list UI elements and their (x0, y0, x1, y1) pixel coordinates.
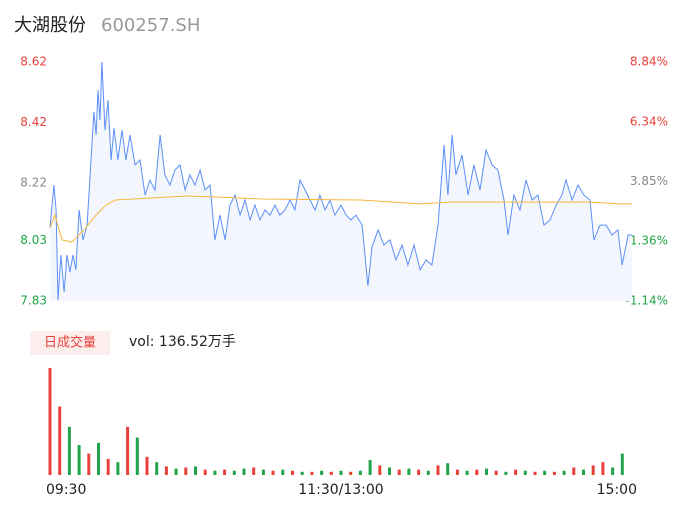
y-tick-label: 8.62 (20, 55, 47, 69)
y2-tick-label: -1.14% (626, 294, 668, 308)
stock-code: 600257.SH (101, 15, 200, 36)
volume-bar (126, 426, 130, 475)
volume-bar (601, 462, 605, 475)
volume-bar (572, 467, 576, 475)
volume-bar (436, 465, 440, 475)
volume-bar (485, 468, 488, 475)
volume-bar (620, 453, 624, 475)
y-tick-label: 7.83 (20, 294, 47, 308)
y2-tick-label: 6.34% (630, 114, 668, 128)
x-tick-label: 11:30/13:00 (298, 482, 383, 498)
volume-bar (426, 470, 430, 475)
volume-bar (261, 469, 265, 475)
y2-tick-label: 3.85% (630, 174, 668, 188)
price-line (49, 61, 632, 301)
volume-bar (562, 470, 566, 475)
volume-bar (213, 470, 217, 475)
volume-bar (397, 469, 401, 475)
volume-bar (67, 426, 71, 475)
volume-label-bg (30, 331, 110, 355)
x-tick-label: 09:30 (46, 482, 86, 498)
volume-bar (417, 469, 421, 475)
volume-bar (116, 462, 120, 475)
volume-bar (407, 468, 411, 475)
volume-bar (48, 368, 52, 475)
volume-bar (164, 466, 168, 475)
volume-bar (339, 470, 343, 475)
volume-bar (475, 469, 479, 475)
average-line (49, 195, 632, 243)
volume-bar (533, 471, 537, 475)
volume-bar (291, 470, 294, 475)
volume-bar (494, 470, 498, 475)
volume-bar (87, 453, 91, 475)
stock-name: 大湖股份 (14, 15, 86, 36)
volume-bar (135, 437, 139, 475)
volume-bar (455, 469, 459, 475)
volume-bar (97, 442, 100, 475)
x-tick-label: 15:00 (597, 482, 637, 498)
volume-bar (388, 467, 391, 475)
volume-bar (155, 462, 159, 475)
volume-bar (271, 470, 275, 475)
volume-bar (582, 469, 585, 475)
volume-bar (446, 463, 450, 475)
volume-bar (174, 468, 178, 475)
volume-bar (329, 471, 333, 475)
y-tick-label: 8.22 (20, 176, 47, 190)
volume-bar (358, 470, 362, 475)
volume-bar (552, 471, 556, 475)
volume-bar (543, 470, 547, 475)
volume-bar (281, 469, 285, 475)
volume-bar (591, 465, 595, 475)
y-tick-label: 8.03 (20, 233, 47, 247)
volume-bar (611, 467, 615, 475)
volume-bar (77, 445, 81, 475)
volume-bar (514, 469, 518, 475)
volume-bar (223, 469, 227, 475)
volume-bar (252, 467, 256, 475)
volume-bar (242, 468, 246, 475)
volume-bar (378, 465, 382, 475)
volume-bar (465, 470, 469, 475)
volume-bar (320, 470, 324, 475)
y2-tick-label: 8.84% (630, 55, 668, 69)
volume-bar (184, 467, 188, 475)
volume-bar (194, 466, 197, 475)
volume-bar (349, 471, 353, 475)
volume-bar (300, 471, 304, 475)
volume-bar (58, 406, 62, 475)
volume-bar (523, 470, 527, 475)
volume-bar (504, 471, 508, 475)
volume-bar (232, 470, 236, 475)
price-area (50, 62, 632, 301)
volume-bar (203, 469, 207, 475)
y-tick-label: 8.42 (20, 115, 47, 129)
volume-bar (106, 458, 110, 475)
y2-tick-label: 1.36% (630, 234, 668, 248)
volume-total: vol: 136.52万手 (129, 334, 236, 350)
volume-bar (310, 471, 314, 475)
volume-label: 日成交量 (44, 335, 96, 351)
volume-bar (368, 460, 372, 475)
volume-bar (145, 456, 149, 475)
